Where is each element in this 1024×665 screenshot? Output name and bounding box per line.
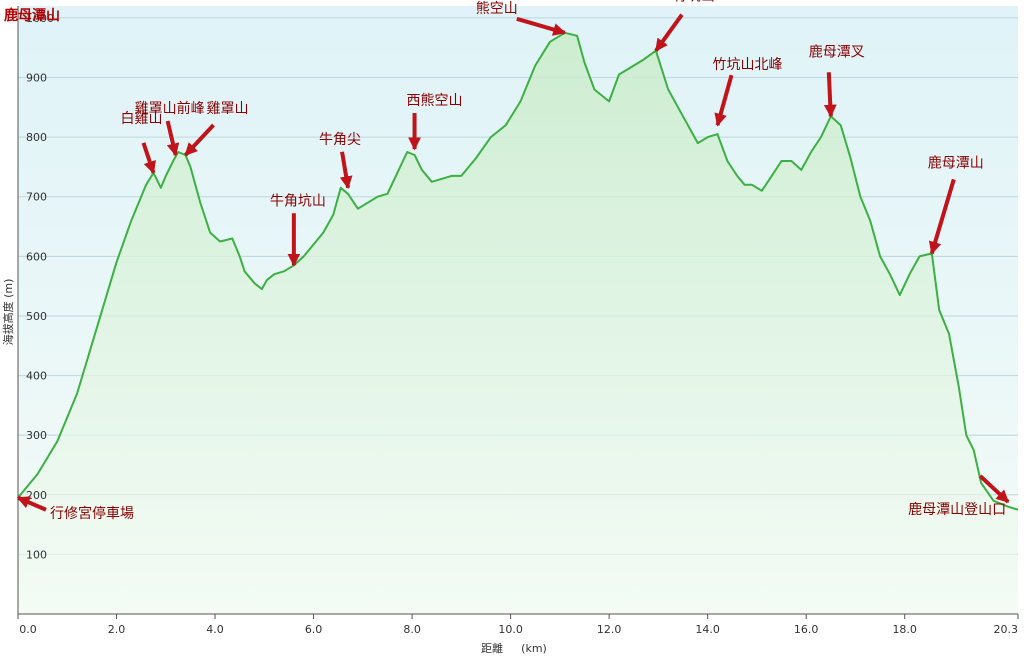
- x-tick-label: 16.0: [794, 623, 819, 636]
- annotation-label: 竹坑山: [673, 0, 715, 5]
- elevation-line: [17, 31, 1019, 511]
- x-tick-label: 4.0: [206, 623, 224, 636]
- x-axis-label: 距離: [481, 641, 503, 655]
- y-tick-label: 200: [26, 489, 47, 502]
- x-tick-label: 8.0: [403, 623, 421, 636]
- annotation-arrow: [184, 123, 215, 157]
- annotation-arrow: [141, 142, 156, 175]
- y-tick-label: 500: [26, 310, 47, 323]
- y-tick-label: 900: [26, 72, 47, 85]
- annotation-label: 雞罩山: [206, 101, 248, 117]
- x-axis-unit: (km): [521, 642, 547, 655]
- x-tick-label: 10.0: [498, 623, 523, 636]
- x-tick-label: 2.0: [108, 623, 126, 636]
- x-tick-label: 18.0: [892, 623, 917, 636]
- x-axis-ticks: 0.0 2.0 4.0 6.0 8.0 10.0 12.0 14.0 16.0 18.0 20.3: [17, 614, 1019, 636]
- y-tick-label: 1000: [26, 12, 54, 25]
- annotation-arrow: [16, 495, 47, 512]
- y-tick-label: 700: [26, 191, 47, 204]
- annotation-arrow: [714, 74, 734, 127]
- annotation-arrow: [823, 72, 837, 118]
- annotation-arrow: [516, 16, 567, 36]
- annotation-label: 雞罩山前峰: [135, 100, 205, 117]
- annotation-arrow: [978, 474, 1010, 504]
- x-tick-label: 12.0: [597, 623, 622, 636]
- y-tick-label: 800: [26, 131, 47, 144]
- annotation-label: 行修宮停車場: [50, 505, 134, 522]
- annotation-label: 鹿母潭山: [928, 154, 984, 171]
- annotation-label: 鹿母潭山登山口: [908, 501, 1006, 518]
- y-tick-label: 600: [26, 250, 47, 263]
- y-axis-label: 海拔高度 (m): [1, 279, 15, 346]
- annotation-label: 牛角坑山: [270, 193, 326, 209]
- annotation-arrow: [654, 13, 684, 52]
- y-tick-label: 300: [26, 429, 47, 442]
- annotation-arrow: [339, 151, 353, 190]
- axes: [17, 6, 1018, 615]
- annotation-label: 鹿母潭叉: [809, 43, 865, 60]
- chart-title: 鹿母潭山: [3, 7, 60, 24]
- x-tick-label: 0.0: [19, 623, 37, 636]
- annotation-arrow: [165, 120, 180, 157]
- elevation-area: [18, 32, 1018, 615]
- x-tick-label: 14.0: [695, 623, 720, 636]
- annotation-label: 竹坑山北峰: [713, 57, 783, 73]
- y-tick-label: 100: [26, 548, 47, 561]
- annotation-label: 熊空山: [476, 1, 518, 17]
- annotation-label: 牛角尖: [319, 132, 361, 148]
- y-axis-ticks: 100 200 300 400 500 600 700 800 900 1000: [26, 12, 54, 561]
- annotation-label: 白雞山: [120, 111, 162, 127]
- x-tick-label: 6.0: [305, 623, 323, 636]
- y-tick-label: 400: [26, 370, 47, 383]
- annotation-arrow: [928, 178, 956, 255]
- x-tick-label: 20.3: [994, 623, 1019, 636]
- annotation-label: 西熊空山: [407, 93, 463, 109]
